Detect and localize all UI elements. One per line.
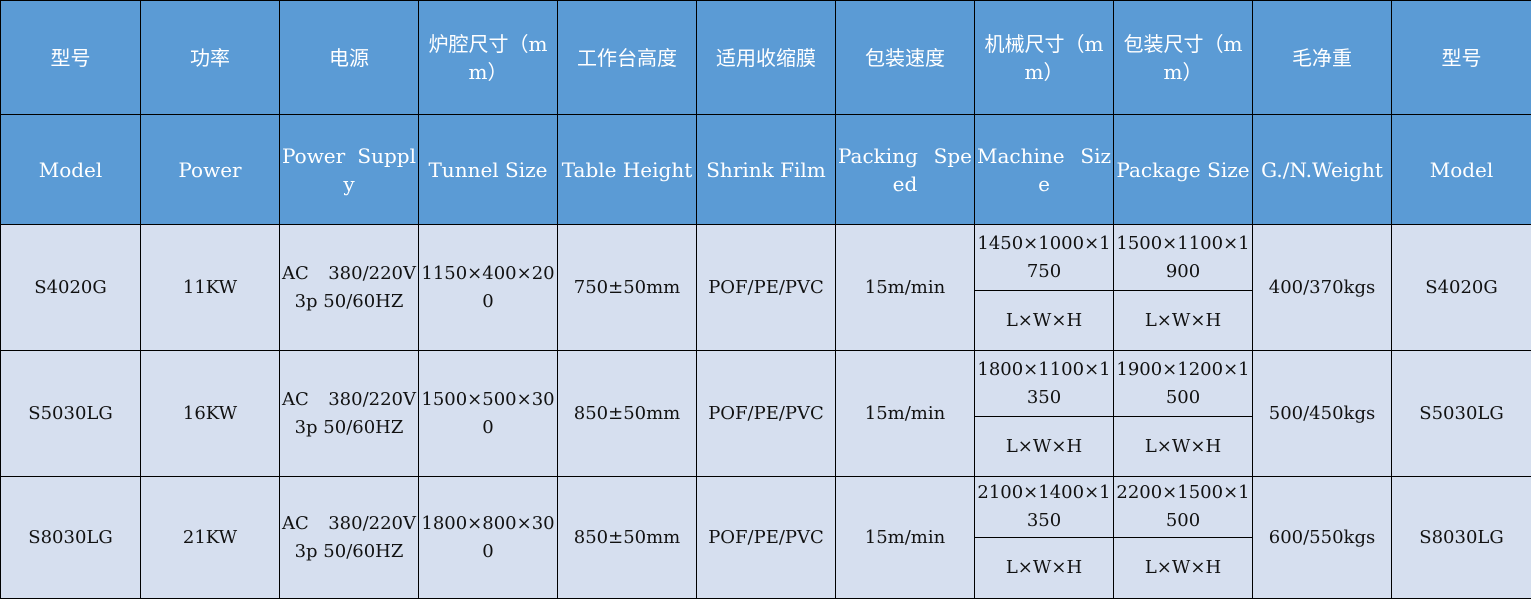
cell-supply: AC 380/220V 3p 50/60HZ — [279, 224, 419, 351]
cell-weight: 400/370kgs — [1252, 224, 1392, 351]
cell-package: 2200×1500×1500 — [1113, 476, 1253, 538]
cell-model2: S4020G — [1391, 224, 1531, 351]
table-row-sub: L×W×H L×W×H — [1, 537, 1531, 599]
table-row: S4020G 11KW AC 380/220V 3p 50/60HZ 1150×400… — [0, 224, 1531, 351]
header-cell: Power — [140, 114, 280, 225]
cell-table: 850±50mm — [557, 476, 697, 599]
header-cell: Shrink Film — [696, 114, 836, 225]
table-row: S8030LG 21KW AC 380/220V 3p 50/60HZ 1800×80… — [0, 476, 1531, 599]
header-cell: Model — [0, 114, 141, 225]
header-cell: 毛净重 — [1252, 0, 1392, 115]
cell-power: 16KW — [140, 350, 280, 477]
cell-supply: AC 380/220V 3p 50/60HZ — [279, 476, 419, 599]
cell-machine-unit: L×W×H — [974, 537, 1114, 599]
header-row-en: Model Power Power Supply Tunnel Size Tab… — [0, 114, 1531, 225]
header-cell: Packing Speed — [835, 114, 975, 225]
cell-power: 11KW — [140, 224, 280, 351]
header-row-cn: 型号 功率 电源 炉腔尺寸（mm） 工作台高度 适用收缩膜 包装速度 机械尺寸（… — [0, 0, 1531, 115]
header-cell: Table Height — [557, 114, 697, 225]
header-cell: 型号 — [0, 0, 141, 115]
header-cell: 功率 — [140, 0, 280, 115]
cell-machine: 2100×1400×1350 — [974, 476, 1114, 538]
header-cell: 工作台高度 — [557, 0, 697, 115]
cell-weight: 600/550kgs — [1252, 476, 1392, 599]
cell-package: 1900×1200×1500 — [1113, 350, 1253, 417]
cell-package-unit: L×W×H — [1113, 537, 1253, 599]
cell-table: 850±50mm — [557, 350, 697, 477]
cell-speed: 15m/min — [835, 224, 975, 351]
table-row-sub: L×W×H L×W×H — [1, 416, 1531, 477]
cell-weight: 500/450kgs — [1252, 350, 1392, 477]
table-row-sub: L×W×H L×W×H — [1, 290, 1531, 351]
cell-table: 750±50mm — [557, 224, 697, 351]
cell-speed: 15m/min — [835, 476, 975, 599]
cell-tunnel: 1500×500×300 — [418, 350, 558, 477]
header-cell: 型号 — [1391, 0, 1531, 115]
header-cell: 电源 — [279, 0, 419, 115]
header-cell: 适用收缩膜 — [696, 0, 836, 115]
cell-package-unit: L×W×H — [1113, 290, 1253, 351]
cell-model: S5030LG — [0, 350, 141, 477]
table-row: S5030LG 16KW AC 380/220V 3p 50/60HZ 1500×50… — [0, 350, 1531, 477]
header-cell: 机械尺寸（mm） — [974, 0, 1114, 115]
header-cell: 包装尺寸（mm） — [1113, 0, 1253, 115]
cell-machine-unit: L×W×H — [974, 416, 1114, 477]
header-cell: G./N.Weight — [1252, 114, 1392, 225]
cell-package: 1500×1100×1900 — [1113, 224, 1253, 291]
header-cell: Tunnel Size — [418, 114, 558, 225]
header-cell: Package Size — [1113, 114, 1253, 225]
cell-tunnel: 1150×400×200 — [418, 224, 558, 351]
cell-film: POF/PE/PVC — [696, 224, 836, 351]
cell-film: POF/PE/PVC — [696, 350, 836, 477]
cell-model2: S5030LG — [1391, 350, 1531, 477]
cell-package-unit: L×W×H — [1113, 416, 1253, 477]
cell-model: S8030LG — [0, 476, 141, 599]
cell-machine: 1450×1000×1750 — [974, 224, 1114, 291]
cell-film: POF/PE/PVC — [696, 476, 836, 599]
header-cell: 包装速度 — [835, 0, 975, 115]
cell-model: S4020G — [0, 224, 141, 351]
header-cell: Power Supply — [279, 114, 419, 225]
header-cell: Model — [1391, 114, 1531, 225]
cell-tunnel: 1800×800×300 — [418, 476, 558, 599]
cell-machine-unit: L×W×H — [974, 290, 1114, 351]
cell-model2: S8030LG — [1391, 476, 1531, 599]
cell-speed: 15m/min — [835, 350, 975, 477]
cell-machine: 1800×1100×1350 — [974, 350, 1114, 417]
header-cell: Machine Size — [974, 114, 1114, 225]
header-cell: 炉腔尺寸（mm） — [418, 0, 558, 115]
cell-supply: AC 380/220V 3p 50/60HZ — [279, 350, 419, 477]
cell-power: 21KW — [140, 476, 280, 599]
